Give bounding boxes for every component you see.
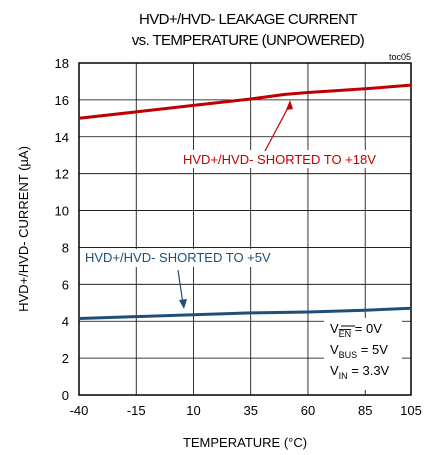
series-label-5v-text: HVD+/HVD- SHORTED TO +5V [85, 250, 271, 265]
y-tick-label: 6 [62, 277, 69, 292]
series-label-18v-arrowhead [286, 100, 293, 110]
series-line-0 [78, 83, 412, 120]
x-tick-label: 85 [358, 403, 372, 418]
figure-id: toc05 [389, 52, 411, 62]
series-label-18v: HVD+/HVD- SHORTED TO +18V [178, 100, 390, 168]
series-label-18v-arrow [264, 103, 291, 152]
series-group [78, 83, 412, 320]
y-tick-label: 8 [62, 240, 69, 255]
x-tick-label: 60 [301, 403, 315, 418]
conditions-box: VEN = 0V VBUS = 5V VIN = 3.3V [330, 321, 390, 381]
condition-bus: VBUS = 5V [330, 342, 388, 360]
plot-frame [78, 62, 412, 396]
series-label-18v-text: HVD+/HVD- SHORTED TO +18V [183, 152, 376, 167]
y-tick-label: 12 [55, 167, 69, 182]
x-tick-label: 105 [400, 403, 422, 418]
series-label-5v-arrow [177, 269, 184, 305]
condition-in: VIN = 3.3V [330, 363, 390, 381]
y-tick-label: 14 [55, 130, 69, 145]
x-tick-label: -40 [70, 403, 89, 418]
x-tick-label: 10 [186, 403, 200, 418]
y-tick-labels: 0 2 4 6 8 10 12 14 16 18 [55, 56, 69, 403]
y-tick-label: 4 [62, 314, 69, 329]
y-tick-label: 2 [62, 351, 69, 366]
y-tick-label: 0 [62, 388, 69, 403]
x-tick-label: 35 [243, 403, 257, 418]
y-tick-label: 10 [55, 204, 69, 219]
y-axis-label: HVD+/HVD- CURRENT (µA) [16, 146, 31, 312]
y-tick-label: 16 [55, 93, 69, 108]
condition-en: VEN = 0V [330, 321, 382, 339]
series-label-5v-arrowhead [179, 299, 187, 309]
y-tick-label: 18 [55, 56, 69, 71]
conditions-box-bg [324, 318, 402, 390]
series-line-1 [78, 306, 412, 320]
chart-title-line1: HVD+/HVD- LEAKAGE CURRENT [139, 11, 357, 28]
series-label-5v: HVD+/HVD- SHORTED TO +5V [80, 249, 292, 309]
x-axis-label: TEMPERATURE (°C) [183, 435, 307, 450]
x-tick-labels: -40 -15 10 35 60 85 105 [70, 403, 422, 418]
x-tick-label: -15 [127, 403, 146, 418]
chart-title-line2: vs. TEMPERATURE (UNPOWERED) [132, 32, 365, 49]
